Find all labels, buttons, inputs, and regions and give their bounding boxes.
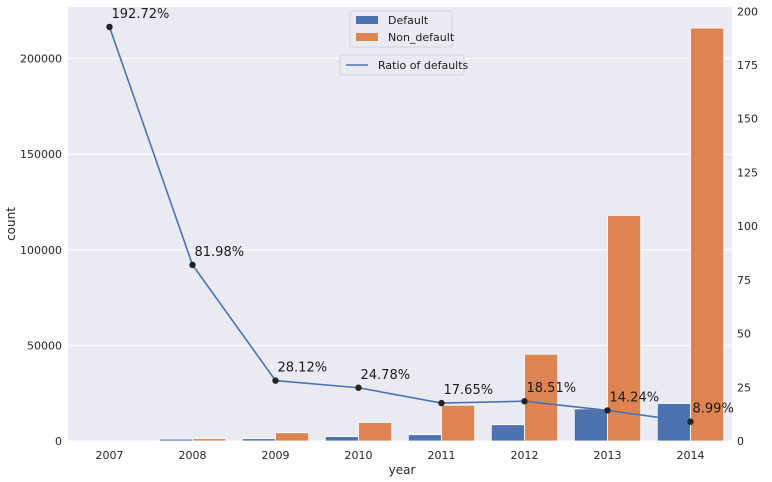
right-y-tick-label: 75 bbox=[737, 274, 751, 287]
right-y-tick-label: 25 bbox=[737, 381, 751, 394]
bar-default bbox=[324, 436, 359, 442]
x-tick-label: 2008 bbox=[179, 449, 207, 462]
bar-non-default bbox=[192, 438, 227, 442]
legend-label-default: Default bbox=[388, 14, 429, 27]
right-y-tick-label: 150 bbox=[737, 113, 758, 126]
x-axis-label: year bbox=[389, 463, 416, 477]
bar-default bbox=[158, 438, 193, 442]
bar-legend: Default Non_default bbox=[349, 10, 455, 48]
y-axis-label: count bbox=[4, 207, 18, 241]
bar-default bbox=[490, 424, 525, 442]
right-y-tick-label: 175 bbox=[737, 59, 758, 72]
bar-default bbox=[241, 438, 276, 442]
line-legend: Ratio of defaults bbox=[339, 54, 469, 76]
ratio-annotation: 14.24% bbox=[610, 390, 660, 405]
x-tick-label: 2010 bbox=[345, 449, 373, 462]
legend-swatch-non-default bbox=[356, 33, 378, 41]
ratio-point bbox=[189, 261, 196, 269]
bar-non-default bbox=[358, 422, 393, 442]
ratio-point bbox=[355, 384, 362, 391]
legend-label-ratio: Ratio of defaults bbox=[378, 59, 469, 72]
ratio-point bbox=[604, 407, 611, 414]
ratio-point bbox=[438, 399, 445, 407]
right-y-tick-label: 200 bbox=[737, 5, 758, 18]
left-y-ticks: 0 50000 100000 150000 200000 bbox=[20, 53, 62, 448]
bar-default bbox=[407, 434, 442, 442]
right-y-tick-label: 0 bbox=[737, 435, 744, 448]
bar-non-default bbox=[441, 404, 476, 442]
bar-default bbox=[573, 408, 608, 442]
ratio-point bbox=[272, 377, 279, 384]
right-y-tick-label: 100 bbox=[737, 220, 758, 233]
ratio-line-layer bbox=[106, 23, 694, 425]
ratio-annotation: 81.98% bbox=[195, 245, 245, 260]
ratio-point bbox=[521, 398, 528, 405]
bars bbox=[75, 27, 725, 442]
ratio-annotation: 8.99% bbox=[693, 402, 734, 417]
bar-non-default bbox=[607, 214, 642, 442]
ratio-annotation: 192.72% bbox=[112, 7, 170, 22]
annotations: 192.72% 81.98% 28.12% 24.78% 17.65% 18.51% 14.… bbox=[112, 7, 734, 417]
bar-non-default bbox=[524, 353, 559, 442]
ratio-annotation: 24.78% bbox=[361, 368, 411, 383]
left-y-tick-label: 50000 bbox=[27, 339, 62, 352]
bar-default bbox=[656, 403, 691, 442]
x-ticks: 2007 2008 2009 2010 2011 2012 2013 2014 bbox=[96, 449, 705, 462]
line-legend-box bbox=[339, 54, 465, 76]
left-y-tick-label: 150000 bbox=[20, 148, 62, 161]
right-y-ticks: 0 25 50 75 100 125 150 175 200 bbox=[737, 5, 758, 448]
legend-label-non-default: Non_default bbox=[388, 31, 455, 44]
x-tick-label: 2009 bbox=[262, 449, 290, 462]
left-y-tick-label: 100000 bbox=[20, 244, 62, 257]
right-y-tick-label: 50 bbox=[737, 328, 751, 341]
x-tick-label: 2014 bbox=[677, 449, 705, 462]
bar-non-default bbox=[275, 432, 310, 442]
left-y-tick-label: 200000 bbox=[20, 53, 62, 66]
ratio-annotation: 28.12% bbox=[278, 361, 328, 376]
ratio-line bbox=[108, 26, 691, 423]
x-tick-label: 2011 bbox=[428, 449, 456, 462]
ratio-point bbox=[687, 418, 694, 425]
ratio-annotation: 18.51% bbox=[527, 381, 577, 396]
left-y-tick-label: 0 bbox=[55, 435, 62, 448]
ratio-annotation: 17.65% bbox=[444, 383, 494, 398]
x-tick-label: 2013 bbox=[594, 449, 622, 462]
legend-swatch-default bbox=[356, 16, 378, 24]
bar-non-default bbox=[690, 27, 725, 442]
ratio-point bbox=[106, 23, 113, 31]
x-tick-label: 2007 bbox=[96, 449, 124, 462]
x-tick-label: 2012 bbox=[511, 449, 539, 462]
right-y-tick-label: 125 bbox=[737, 166, 758, 179]
